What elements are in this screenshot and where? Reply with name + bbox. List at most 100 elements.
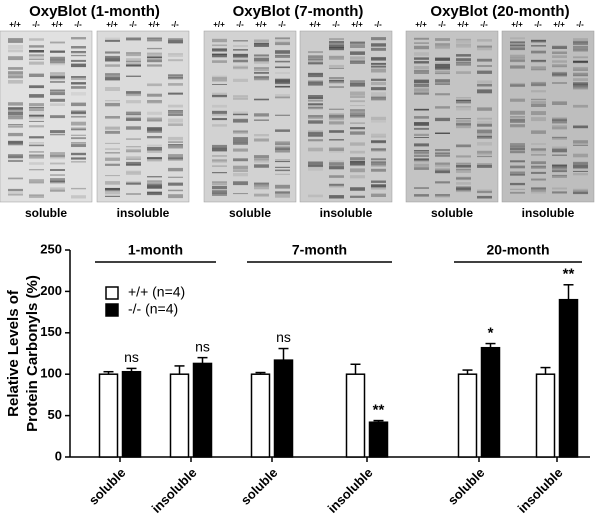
blot-band	[147, 118, 162, 122]
blot-band	[29, 58, 44, 60]
blot-band	[510, 41, 525, 44]
blot-band	[510, 116, 525, 118]
blot-band	[414, 154, 429, 157]
blot-band	[212, 181, 227, 185]
blot-band	[105, 181, 120, 185]
blot-band	[212, 113, 227, 116]
blot-band	[233, 181, 248, 186]
blot-band	[29, 151, 44, 153]
blot-band	[275, 96, 290, 99]
blot-band	[329, 79, 344, 82]
blot-band	[435, 93, 450, 96]
blot-band	[275, 40, 290, 43]
blot-band	[212, 75, 227, 78]
blot-band	[126, 148, 141, 153]
blot-band	[350, 142, 365, 146]
panel-label: soluble	[229, 206, 271, 220]
blot-band	[105, 130, 120, 134]
blot-band	[573, 104, 588, 108]
blot-band	[350, 175, 365, 179]
blot-band	[435, 57, 450, 61]
blot-band	[147, 101, 162, 104]
blot-band	[350, 100, 365, 103]
blot-band	[233, 54, 248, 58]
blot-band	[275, 173, 290, 175]
blot-band	[212, 78, 227, 82]
lane-label: -/-	[534, 20, 542, 29]
significance-label: *	[488, 325, 494, 342]
blot-band	[233, 118, 248, 123]
blot-band	[350, 51, 365, 55]
blot-band	[8, 40, 23, 43]
blot-band	[477, 195, 492, 199]
blot-band	[50, 115, 65, 119]
blot-band	[371, 180, 386, 183]
blot-band	[435, 63, 450, 68]
blot-band	[71, 37, 86, 39]
blot-band	[414, 37, 429, 40]
blot-band	[168, 110, 183, 112]
blot-band	[552, 124, 567, 127]
blot-band	[233, 168, 248, 171]
blot-band	[105, 57, 120, 61]
blot-band	[308, 59, 323, 61]
blot-band	[371, 193, 386, 197]
blot-band	[147, 192, 162, 194]
blot-band	[233, 137, 248, 141]
bar	[250, 373, 271, 458]
blot-band	[126, 181, 141, 184]
blot-band	[350, 105, 365, 107]
blot-band	[329, 166, 344, 170]
blot-band	[456, 54, 471, 57]
bar	[558, 298, 579, 458]
blot-band	[8, 71, 23, 75]
blot-band	[414, 83, 429, 88]
blot-band	[329, 130, 344, 133]
bar	[121, 370, 142, 458]
blot-band	[308, 51, 323, 54]
legend-label: -/- (n=4)	[128, 301, 178, 317]
blot-band	[308, 108, 323, 110]
blot-band	[414, 163, 429, 167]
blot-band	[531, 171, 546, 174]
blot-band	[456, 122, 471, 126]
blot-band	[29, 85, 44, 89]
blot-band	[275, 66, 290, 69]
blot-band	[233, 140, 248, 145]
blot-band	[477, 120, 492, 123]
blot-band	[531, 153, 546, 156]
blot-band	[350, 195, 365, 198]
blot-band	[371, 184, 386, 188]
blot-band	[552, 101, 567, 105]
blot-band	[50, 62, 65, 66]
lane-label: -/-	[236, 20, 244, 29]
blot-band	[105, 37, 120, 41]
blot-band	[50, 98, 65, 102]
blot-band	[275, 191, 290, 194]
x-tick-label: soluble	[86, 465, 129, 508]
legend-label: +/+ (n=4)	[128, 284, 185, 300]
blot-band	[573, 46, 588, 50]
blot-band	[552, 166, 567, 171]
blot-band	[147, 93, 162, 97]
blot-band	[510, 46, 525, 48]
blot-band	[105, 195, 120, 197]
group-label: 20-month	[487, 242, 550, 258]
blot-band	[552, 187, 567, 190]
y-axis-label: Relative Levels of	[5, 289, 22, 417]
panel-label: insoluble	[320, 206, 373, 220]
blot-band	[456, 120, 471, 123]
y-tick-label: 250	[40, 241, 62, 256]
blot-band	[414, 187, 429, 189]
blot-band	[531, 90, 546, 93]
blot-band	[50, 74, 65, 76]
blot-band	[50, 189, 65, 192]
blot-band	[435, 66, 450, 70]
blot-band	[212, 44, 227, 47]
blot-band	[275, 194, 290, 198]
blot-band	[456, 168, 471, 171]
blot-band	[29, 125, 44, 128]
blot-band	[414, 143, 429, 147]
blot-band	[126, 138, 141, 140]
blot-band	[573, 82, 588, 86]
